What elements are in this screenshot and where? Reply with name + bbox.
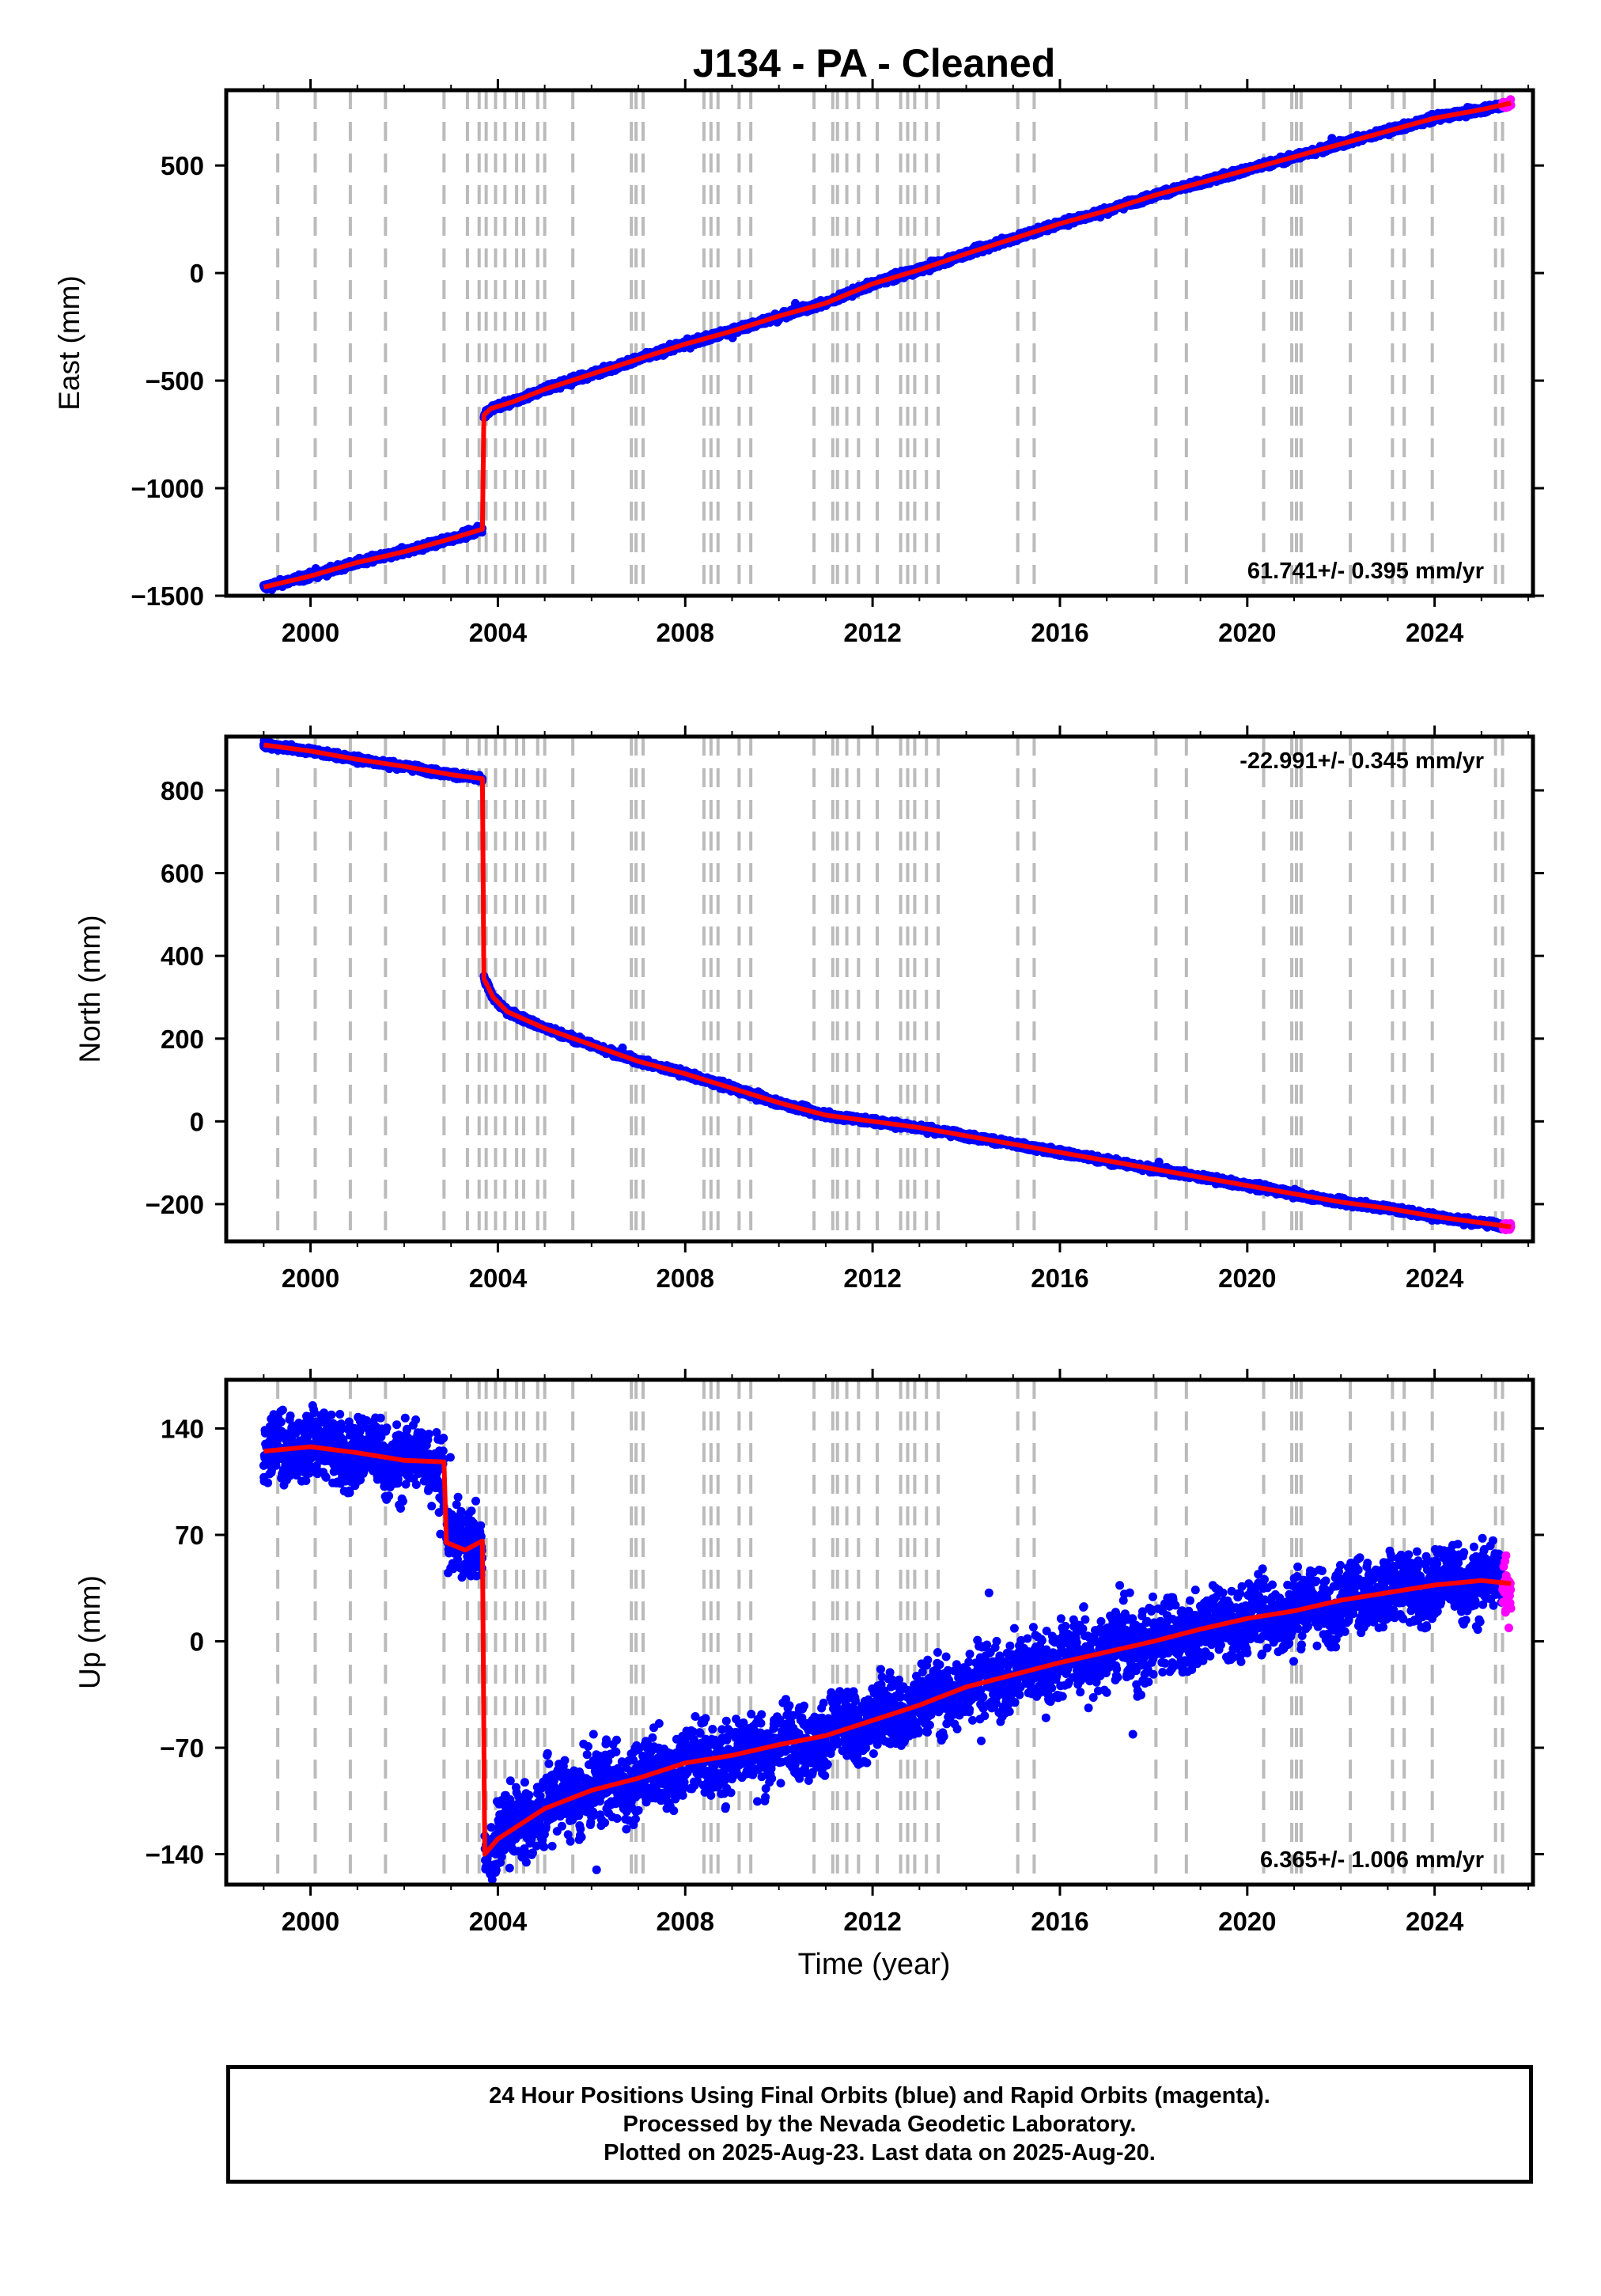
y-tick-label: −1000: [131, 474, 204, 503]
y-tick-label: −1500: [131, 582, 204, 611]
model-line: [263, 100, 1512, 590]
x-tick-label: 2008: [657, 618, 714, 647]
x-tick-label: 2000: [282, 618, 339, 647]
x-tick-label: 2024: [1406, 618, 1464, 647]
y-tick-label: −500: [146, 366, 204, 396]
plot-frame: [224, 88, 1535, 598]
x-tick-label: 2020: [1218, 618, 1276, 647]
panel-east: 2000 2004 2008 2012 2016 2020 2024 −1500 −1000 −5…: [53, 79, 1544, 647]
x-tick-label: 2016: [1031, 618, 1088, 647]
data-points: [259, 95, 1516, 594]
x-tick-label: 2012: [843, 618, 901, 647]
x-tick-label: 2004: [469, 618, 528, 647]
figure-title: J134 - PA - Cleaned: [693, 41, 1056, 85]
